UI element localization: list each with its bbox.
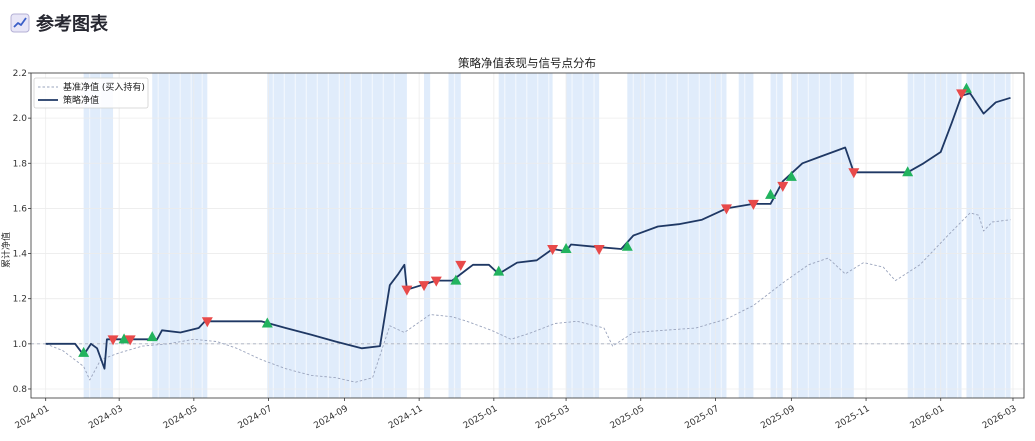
series-lines <box>45 92 1011 383</box>
buy-signal-marker <box>902 166 914 177</box>
grid-lines <box>31 72 1024 398</box>
sell-signal-marker <box>455 260 467 271</box>
x-tick-label: 2024-01 <box>14 404 52 431</box>
y-tick-label: 1.4 <box>13 250 28 260</box>
holding-period-band <box>738 73 754 398</box>
y-tick-label: 2.0 <box>13 114 28 124</box>
y-tick-label: 1.6 <box>13 204 28 214</box>
x-tick-label: 2025-03 <box>534 404 572 431</box>
legend-benchmark-label: 基准净值 (买入持有) <box>63 81 145 93</box>
sell-signal-marker <box>777 181 789 192</box>
signal-markers <box>78 82 972 357</box>
sell-signal-marker <box>107 335 119 346</box>
sell-signal-marker <box>418 281 430 292</box>
x-tick-label: 2025-07 <box>683 404 721 431</box>
y-axis-label: 累计净值 <box>0 232 12 268</box>
section-header: 参考图表 <box>10 9 108 37</box>
x-tick-label: 2025-11 <box>834 404 872 431</box>
sell-signal-marker <box>720 204 732 215</box>
sell-signal-marker <box>848 168 860 179</box>
buy-signal-marker <box>118 333 130 344</box>
buy-signal-marker <box>621 240 633 251</box>
x-tick-label: 2024-07 <box>236 404 274 431</box>
y-tick-label: 2.2 <box>13 69 27 79</box>
benchmark-nav-line <box>45 212 1011 383</box>
section-title: 参考图表 <box>36 14 108 35</box>
x-tick-label: 2024-03 <box>87 404 125 431</box>
sell-signal-marker <box>747 199 759 210</box>
sell-signal-marker <box>593 245 605 256</box>
buy-signal-marker <box>560 243 572 254</box>
x-tick-label: 2026-01 <box>909 404 947 431</box>
holding-period-band <box>907 73 962 398</box>
holding-period-bands <box>83 73 1011 398</box>
legend-box <box>33 77 149 109</box>
y-tick-label: 1.8 <box>13 159 28 169</box>
plot-frame <box>30 72 1025 399</box>
sell-signal-marker <box>201 317 213 328</box>
buy-signal-marker <box>450 274 462 285</box>
buy-signal-marker <box>785 170 797 181</box>
chart-title: 策略净值表现与信号点分布 <box>458 56 596 70</box>
y-tick-label: 1.0 <box>13 340 28 350</box>
sell-signal-marker <box>956 89 968 100</box>
y-tick-label: 1.2 <box>13 295 27 305</box>
buy-signal-marker <box>261 317 273 328</box>
sell-signal-marker <box>124 335 136 346</box>
legend-strategy-label: 策略净值 <box>63 94 99 106</box>
sell-signal-marker <box>547 245 559 256</box>
sell-signal-marker <box>430 276 442 287</box>
chart-increasing-icon <box>10 13 30 33</box>
holding-period-band <box>966 73 1011 398</box>
sell-signal-marker <box>401 285 413 296</box>
holding-period-band <box>424 73 431 398</box>
buy-signal-marker <box>146 331 158 342</box>
holding-period-band <box>498 73 553 398</box>
x-tick-label: 2024-05 <box>162 404 200 431</box>
x-tick-label: 2025-05 <box>609 404 647 431</box>
holding-period-band <box>267 73 407 398</box>
legend: 基准净值 (买入持有)策略净值 <box>33 77 149 109</box>
buy-signal-marker <box>765 188 777 199</box>
buy-signal-marker <box>78 346 90 357</box>
x-tick-label: 2025-09 <box>759 404 797 432</box>
x-tick-label: 2024-11 <box>387 404 425 431</box>
x-tick-label: 2026-03 <box>981 404 1019 431</box>
x-tick-label: 2024-09 <box>312 404 350 432</box>
holding-period-band <box>791 73 854 398</box>
strategy-nav-line <box>45 92 1011 370</box>
buy-signal-marker <box>493 265 505 276</box>
x-tick-label: 2025-01 <box>462 404 500 431</box>
y-tick-label: 0.8 <box>13 385 28 395</box>
